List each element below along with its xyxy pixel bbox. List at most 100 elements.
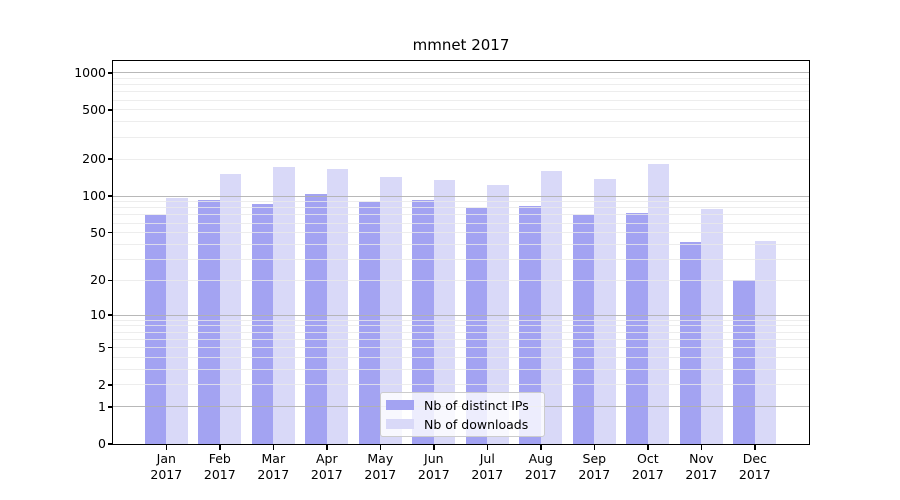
legend: Nb of distinct IPs Nb of downloads bbox=[380, 392, 545, 437]
major-gridline-100 bbox=[113, 195, 809, 197]
bar-downloads-dec bbox=[754, 240, 777, 444]
bar-downloads-jun bbox=[433, 180, 456, 444]
bar-distinct-ips-mar bbox=[251, 204, 274, 444]
bar-distinct-ips-apr bbox=[305, 193, 327, 444]
y-tick-mark-1000 bbox=[107, 72, 113, 74]
bar-distinct-ips-jan bbox=[144, 214, 167, 444]
bar-distinct-ips-oct bbox=[626, 213, 648, 444]
y-tick-label-500: 500 bbox=[82, 101, 106, 117]
x-tick-label-jun: Jun 2017 bbox=[417, 451, 450, 482]
minor-gridline-50 bbox=[113, 232, 809, 234]
bar-downloads-aug bbox=[540, 170, 563, 444]
x-tick-label-dec: Dec 2017 bbox=[738, 451, 771, 482]
minor-gridline-700 bbox=[113, 91, 809, 93]
y-tick-label-20: 20 bbox=[90, 272, 106, 288]
bar-distinct-ips-dec bbox=[733, 280, 755, 444]
y-tick-label-1: 1 bbox=[98, 398, 106, 414]
minor-gridline-40 bbox=[113, 243, 809, 245]
x-tick-mark-nov bbox=[700, 445, 703, 450]
legend-item-downloads: Nb of downloads bbox=[386, 415, 544, 434]
y-tick-mark-2 bbox=[107, 384, 113, 386]
minor-gridline-300 bbox=[113, 136, 809, 138]
y-tick-label-10: 10 bbox=[90, 307, 106, 323]
legend-item-distinct-ips: Nb of distinct IPs bbox=[386, 396, 544, 415]
bar-downloads-mar bbox=[273, 167, 295, 444]
y-tick-mark-1 bbox=[107, 406, 113, 408]
y-tick-label-2: 2 bbox=[98, 376, 106, 392]
minor-gridline-900 bbox=[113, 77, 809, 79]
x-tick-mark-dec bbox=[754, 445, 756, 450]
x-tick-label-sep: Sep 2017 bbox=[578, 451, 611, 482]
bar-distinct-ips-jun bbox=[412, 199, 434, 444]
bar-distinct-ips-feb bbox=[198, 200, 220, 444]
x-tick-mark-mar bbox=[272, 445, 275, 450]
y-tick-label-0: 0 bbox=[98, 436, 106, 451]
x-tick-mark-jul bbox=[486, 445, 489, 450]
legend-swatch-downloads bbox=[386, 419, 414, 429]
minor-gridline-60 bbox=[113, 222, 809, 224]
x-tick-label-nov: Nov 2017 bbox=[685, 451, 718, 482]
x-tick-label-feb: Feb 2017 bbox=[203, 451, 236, 482]
minor-gridline-6 bbox=[113, 338, 809, 340]
minor-gridline-20 bbox=[113, 279, 809, 281]
x-tick-label-mar: Mar 2017 bbox=[257, 451, 290, 482]
y-tick-label-1000: 1000 bbox=[74, 64, 106, 80]
minor-gridline-3 bbox=[113, 369, 809, 370]
bar-downloads-feb bbox=[219, 173, 242, 444]
minor-gridline-2 bbox=[113, 384, 809, 386]
y-tick-label-50: 50 bbox=[90, 224, 106, 240]
grid-layer bbox=[113, 61, 809, 444]
y-tick-mark-20 bbox=[107, 279, 113, 282]
x-tick-label-apr: Apr 2017 bbox=[310, 451, 343, 482]
minor-gridline-30 bbox=[113, 258, 809, 260]
y-tick-mark-100 bbox=[107, 195, 113, 197]
x-tick-mark-may bbox=[379, 445, 382, 450]
x-tick-mark-jan bbox=[165, 445, 168, 450]
plot-area: Nb of distinct IPs Nb of downloads bbox=[112, 60, 810, 445]
minor-gridline-200 bbox=[113, 158, 809, 160]
minor-gridline-9 bbox=[113, 319, 809, 321]
bar-downloads-oct bbox=[647, 163, 670, 444]
x-tick-label-may: May 2017 bbox=[364, 451, 397, 482]
x-tick-label-jan: Jan 2017 bbox=[150, 451, 183, 482]
bar-downloads-sep bbox=[594, 178, 616, 444]
x-tick-mark-oct bbox=[647, 445, 649, 450]
minor-gridline-400 bbox=[113, 121, 809, 123]
minor-gridline-600 bbox=[113, 99, 809, 101]
bar-distinct-ips-may bbox=[358, 202, 381, 444]
bar-distinct-ips-nov bbox=[679, 241, 702, 444]
x-tick-label-jul: Jul 2017 bbox=[471, 451, 504, 482]
x-tick-mark-sep bbox=[593, 445, 596, 450]
legend-label-downloads: Nb of downloads bbox=[424, 416, 529, 432]
bar-downloads-apr bbox=[326, 169, 349, 444]
minor-gridline-80 bbox=[113, 207, 809, 209]
x-tick-label-oct: Oct 2017 bbox=[631, 451, 664, 482]
y-tick-mark-50 bbox=[107, 231, 113, 234]
minor-gridline-5 bbox=[113, 347, 809, 349]
minor-gridline-8 bbox=[113, 325, 809, 327]
legend-swatch-distinct-ips bbox=[386, 400, 414, 410]
x-tick-label-aug: Aug 2017 bbox=[524, 451, 557, 482]
y-tick-label-5: 5 bbox=[98, 339, 106, 355]
bar-downloads-jul bbox=[487, 184, 509, 444]
major-gridline-1000 bbox=[113, 72, 809, 74]
x-tick-mark-aug bbox=[540, 445, 542, 450]
x-tick-mark-feb bbox=[219, 445, 221, 450]
y-tick-mark-0 bbox=[107, 443, 113, 445]
chart-title: mmnet 2017 bbox=[412, 36, 510, 54]
y-tick-mark-5 bbox=[107, 346, 113, 349]
bar-distinct-ips-sep bbox=[572, 214, 595, 444]
x-tick-mark-jun bbox=[433, 445, 435, 450]
minor-gridline-800 bbox=[113, 84, 809, 86]
minor-gridline-90 bbox=[113, 201, 809, 203]
minor-gridline-500 bbox=[113, 109, 809, 111]
legend-label-distinct-ips: Nb of distinct IPs bbox=[424, 397, 529, 413]
major-gridline-10 bbox=[113, 314, 809, 316]
minor-gridline-7 bbox=[113, 331, 809, 333]
x-tick-mark-apr bbox=[326, 445, 328, 450]
y-tick-mark-500 bbox=[107, 109, 113, 111]
minor-gridline-70 bbox=[113, 214, 809, 216]
y-tick-label-200: 200 bbox=[82, 151, 106, 167]
minor-gridline-4 bbox=[113, 357, 809, 359]
